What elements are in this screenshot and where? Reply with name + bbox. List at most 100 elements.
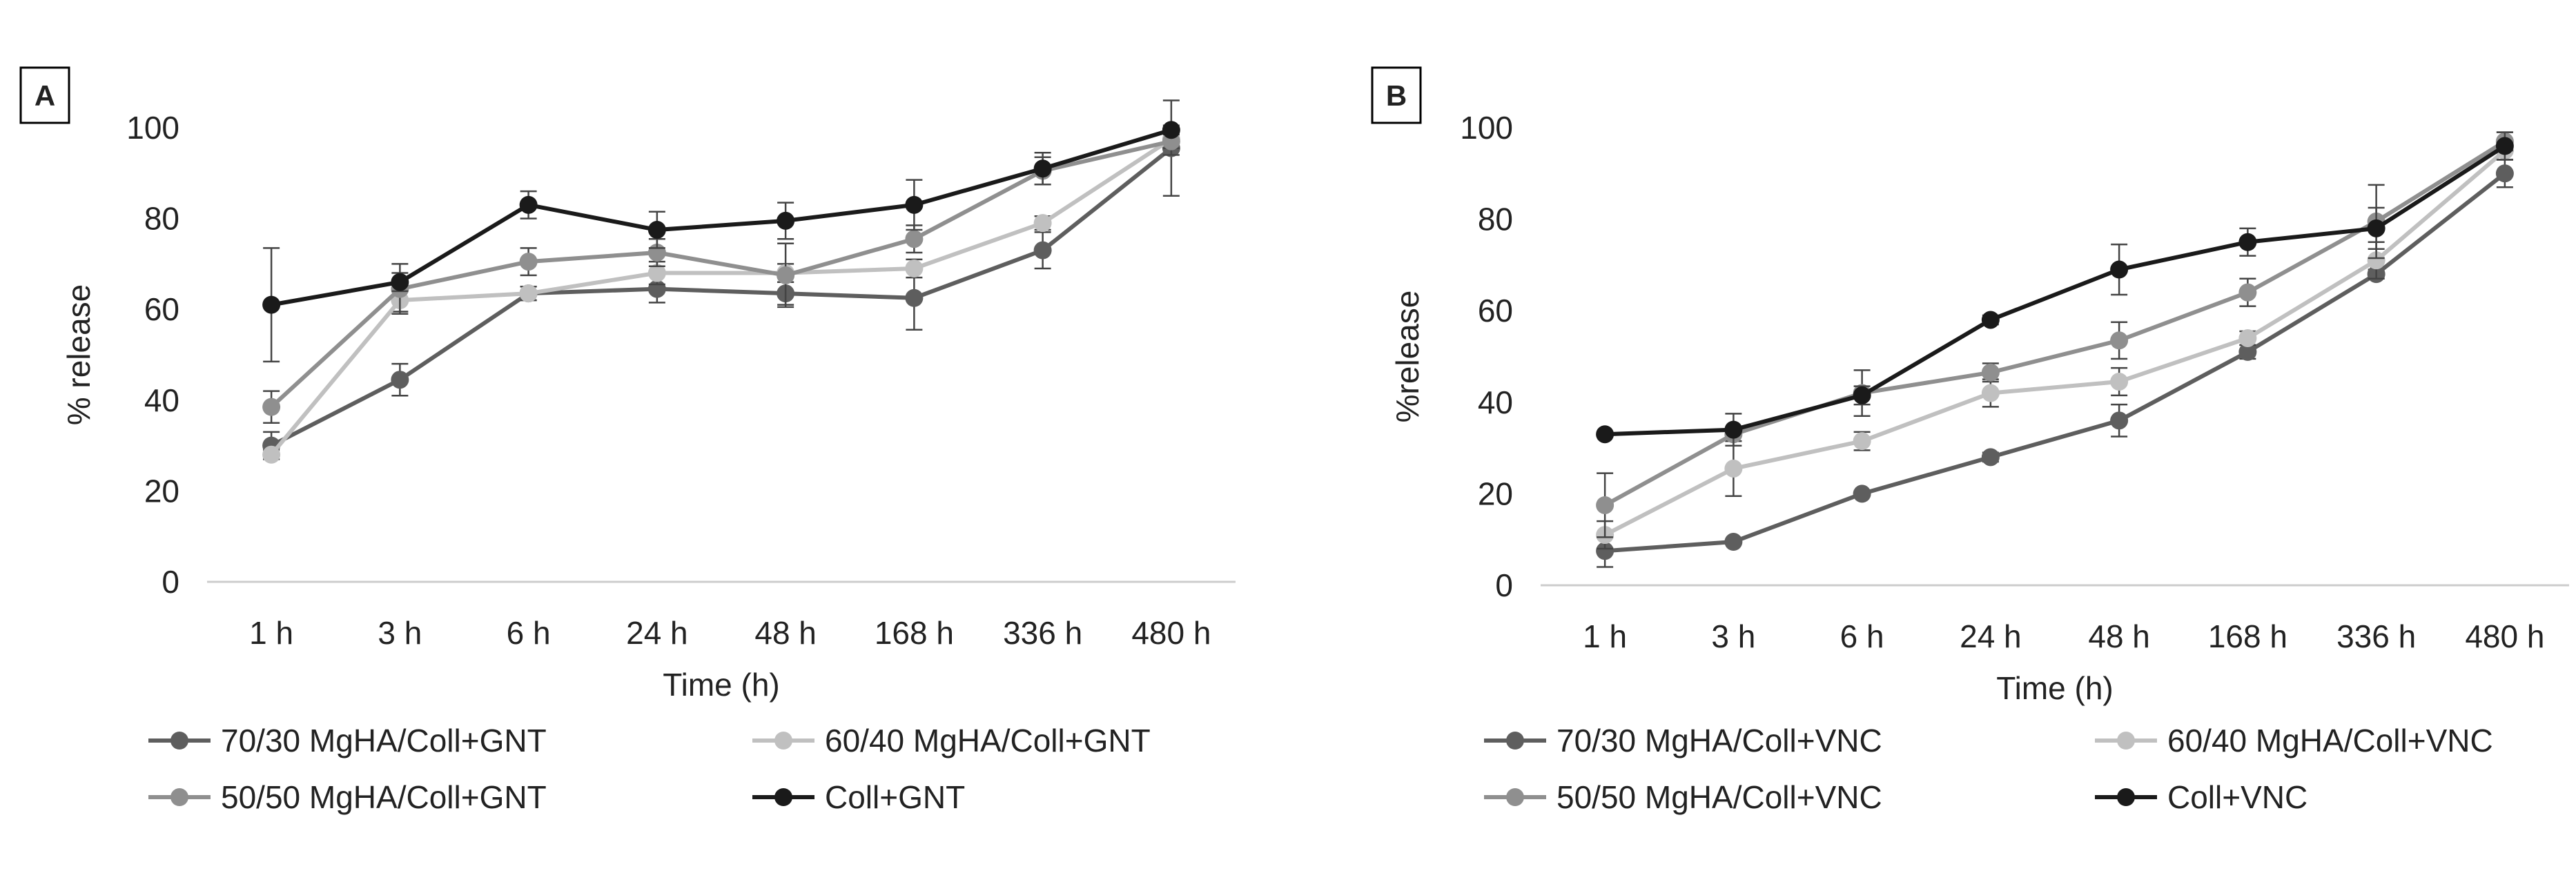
x-tick-label: 48 h: [2088, 618, 2150, 654]
data-point: [519, 195, 538, 214]
legend-marker: [1506, 732, 1524, 750]
data-point: [777, 266, 795, 284]
legend-label: Coll+VNC: [2167, 779, 2307, 815]
legend-label: 50/50 MgHA/Coll+GNT: [221, 779, 547, 815]
legend-label: 50/50 MgHA/Coll+VNC: [1557, 779, 1882, 815]
series-4: [262, 121, 1180, 363]
y-tick-label: 80: [1478, 202, 1513, 237]
data-point: [1033, 241, 1052, 260]
x-tick-label: 336 h: [1003, 615, 1082, 651]
x-tick-label: 6 h: [1840, 618, 1884, 654]
chart-panel-b: B 0 20 40 60 80 100 1 h 3 h 6 h 24 h 48 h 168 h 336 h…: [1371, 66, 2569, 815]
data-point: [262, 398, 281, 416]
data-point: [905, 288, 924, 307]
panel-label: B: [1386, 79, 1407, 112]
data-point: [1033, 159, 1052, 178]
x-tick-label: 24 h: [626, 615, 688, 651]
legend-marker: [170, 788, 188, 806]
y-tick-label: 100: [126, 110, 179, 146]
data-point: [1853, 432, 1871, 451]
y-tick-label: 0: [1495, 567, 1513, 603]
x-tick-label: 480 h: [1131, 615, 1211, 651]
series-line: [270, 146, 1173, 448]
legend-item: Coll+VNC: [2095, 779, 2307, 815]
y-tick-label: 80: [144, 201, 179, 237]
legend-item: 70/30 MgHA/Coll+GNT: [148, 723, 547, 759]
legend-marker: [170, 732, 188, 750]
x-axis-title: Time (h): [663, 667, 780, 703]
legend-marker: [2117, 788, 2135, 806]
data-point: [1596, 542, 1614, 560]
data-point: [2110, 331, 2129, 350]
data-point: [2495, 164, 2514, 183]
data-point: [1981, 311, 2000, 329]
data-point: [1853, 485, 1871, 503]
legend-label: 70/30 MgHA/Coll+VNC: [1557, 723, 1882, 759]
data-point: [1981, 363, 2000, 382]
data-point: [1033, 214, 1052, 233]
data-point: [519, 253, 538, 271]
series-line: [1603, 139, 2506, 507]
y-tick-label: 60: [144, 291, 179, 327]
x-tick-label: 1 h: [249, 615, 293, 651]
x-tick-label: 336 h: [2336, 618, 2416, 654]
legend-marker: [1506, 788, 1524, 806]
legend-item: 50/50 MgHA/Coll+VNC: [1484, 779, 1882, 815]
x-tick-label: 3 h: [1711, 618, 1755, 654]
y-tick-label: 20: [144, 473, 179, 509]
x-tick-label: 168 h: [875, 615, 954, 651]
legend-item: 50/50 MgHA/Coll+GNT: [148, 779, 547, 815]
data-point: [391, 273, 409, 291]
data-point: [2238, 283, 2257, 302]
y-tick-label: 100: [1460, 110, 1513, 146]
series-line: [1604, 171, 2506, 554]
legend-marker: [2117, 732, 2135, 750]
series-line: [1605, 144, 2506, 437]
series-line: [1603, 148, 2506, 537]
chart-panel-a: A 0 20 40 60 80 100 1 h 3 h 6 h 24 h 48 h 168 h 336 h…: [19, 66, 1236, 815]
data-point: [905, 230, 924, 248]
data-point: [2110, 411, 2129, 430]
data-point: [647, 264, 666, 282]
series-1: [1596, 159, 2514, 568]
data-point: [262, 295, 281, 314]
legend-label: 70/30 MgHA/Coll+GNT: [221, 723, 547, 759]
panel-label: A: [35, 79, 55, 112]
data-point: [1981, 448, 2000, 467]
x-tick-label: 24 h: [1960, 618, 2022, 654]
data-point: [1596, 425, 1614, 444]
data-point: [519, 284, 538, 303]
x-tick-label: 3 h: [378, 615, 422, 651]
x-tick-label: 480 h: [2465, 618, 2544, 654]
series-line: [269, 137, 1173, 456]
legend-label: Coll+GNT: [825, 779, 965, 815]
legend-marker: [774, 788, 792, 806]
y-axis-title: %release: [1389, 291, 1425, 423]
data-point: [1162, 121, 1180, 139]
panel-label-box: [19, 66, 70, 124]
y-tick-label: 0: [162, 564, 179, 600]
series-line: [270, 139, 1172, 409]
legend-item: 60/40 MgHA/Coll+VNC: [2095, 723, 2493, 759]
data-point: [905, 259, 924, 277]
legend-item: Coll+GNT: [752, 779, 965, 815]
data-point: [2367, 219, 2385, 237]
data-point: [1981, 384, 2000, 402]
data-point: [905, 195, 924, 214]
data-point: [2238, 233, 2257, 251]
data-point: [2495, 137, 2514, 155]
data-point: [1724, 420, 1743, 439]
data-point: [1853, 386, 1871, 404]
panel-label-box: [1371, 66, 1422, 124]
series-line: [271, 128, 1172, 307]
data-point: [2367, 251, 2385, 270]
x-tick-label: 168 h: [2208, 618, 2287, 654]
data-point: [2238, 342, 2257, 361]
data-point: [262, 445, 281, 464]
legend-item: 70/30 MgHA/Coll+VNC: [1484, 723, 1882, 759]
y-tick-label: 40: [1478, 384, 1513, 420]
y-tick-label: 40: [144, 382, 179, 418]
x-tick-label: 48 h: [754, 615, 817, 651]
data-point: [391, 371, 409, 389]
legend-label: 60/40 MgHA/Coll+VNC: [2167, 723, 2493, 759]
